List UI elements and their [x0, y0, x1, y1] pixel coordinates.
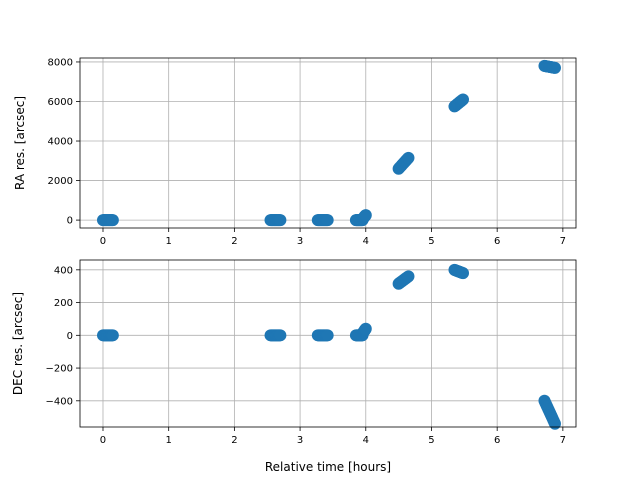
x-tick-label: 7 — [560, 435, 566, 446]
ra-residual-panel: 0 1 2 3 4 5 6 7 0 2000 4000 6000 8000 RA res. [arcsec… — [13, 57, 577, 247]
plot-frame — [79, 259, 577, 428]
x-tick-label: 0 — [100, 236, 106, 247]
data-point — [321, 214, 334, 227]
x-tick-label: 2 — [231, 435, 237, 446]
data-point — [402, 151, 415, 164]
data-point — [457, 93, 470, 106]
x-tick-label: 1 — [166, 236, 172, 247]
y-tick-label: 200 — [54, 298, 73, 309]
data-point — [106, 329, 119, 342]
x-tick-label: 3 — [297, 435, 303, 446]
y-tick-label: −400 — [46, 396, 73, 407]
x-tick-label: 5 — [428, 435, 434, 446]
x-tick-label: 4 — [363, 236, 369, 247]
data-point — [457, 267, 470, 280]
x-tick-label: 1 — [166, 435, 172, 446]
y-tick-label: −200 — [46, 364, 73, 375]
y-tick-label: 4000 — [48, 137, 73, 148]
data-point — [106, 214, 119, 227]
y-axis-label: DEC res. [arcsec] — [11, 292, 25, 395]
x-tick-label: 6 — [494, 236, 500, 247]
dec-residual-panel: 0 1 2 3 4 5 6 7 −400 −200 0 200 400 DEC res. [arcsec]… — [11, 259, 577, 474]
y-tick-label: 0 — [67, 331, 73, 342]
data-point — [274, 329, 287, 342]
data-point — [321, 329, 334, 342]
x-tick-label: 5 — [428, 236, 434, 247]
y-tick-label: 2000 — [48, 176, 73, 187]
data-point — [359, 209, 372, 222]
y-tick-label: 0 — [67, 216, 73, 227]
plot-frame — [79, 57, 577, 229]
y-tick-label: 6000 — [48, 97, 73, 108]
data-point — [548, 417, 561, 430]
y-tick-label: 400 — [54, 265, 73, 276]
y-tick-label: 8000 — [48, 57, 73, 68]
data-point — [274, 214, 287, 227]
x-tick-label: 4 — [363, 435, 369, 446]
data-point — [402, 270, 415, 283]
x-tick-label: 3 — [297, 236, 303, 247]
x-tick-label: 0 — [100, 435, 106, 446]
data-point — [548, 61, 561, 74]
x-tick-label: 2 — [231, 236, 237, 247]
y-axis-label: RA res. [arcsec] — [13, 96, 27, 190]
x-axis-label: Relative time [hours] — [265, 460, 391, 474]
x-tick-label: 7 — [560, 236, 566, 247]
data-point — [359, 322, 372, 335]
x-tick-label: 6 — [494, 435, 500, 446]
